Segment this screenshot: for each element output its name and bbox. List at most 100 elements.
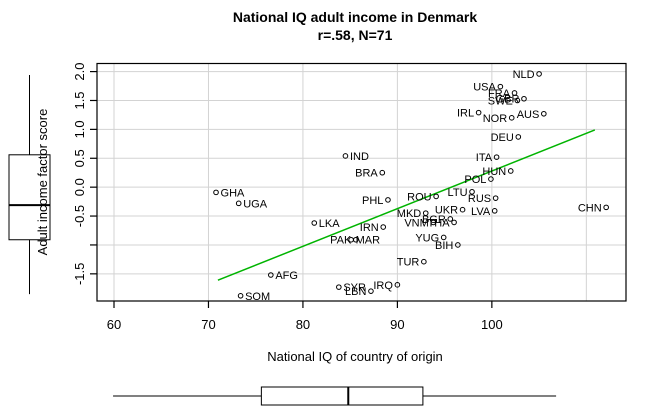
data-point-LKA: LKA — [311, 218, 340, 230]
data-point-BRA: BRA — [355, 168, 386, 180]
data-point-NOR: NOR — [483, 113, 515, 125]
data-point-MKD: MKD — [397, 208, 429, 220]
data-point-SOM: SOM — [237, 291, 270, 303]
data-point-GBR: GBR — [496, 94, 527, 106]
point-marker-AFG — [268, 272, 274, 278]
point-marker-TUR — [421, 258, 427, 265]
data-point-UKR: UKR — [435, 205, 466, 217]
data-point-BIH: BIH — [435, 240, 461, 252]
point-marker-BIH — [455, 242, 461, 248]
x-tick-label: 90 — [390, 317, 404, 332]
point-label-IRQ: IRQ — [373, 280, 393, 292]
x-tick-label: 80 — [296, 317, 310, 332]
point-marker-SYR — [336, 284, 342, 290]
x-boxplot-box — [260, 386, 424, 406]
data-point-CHN: CHN — [578, 202, 609, 214]
y-tick-label: 1.5 — [72, 91, 87, 109]
point-marker-PHL — [385, 197, 391, 203]
point-marker-LBN — [368, 288, 374, 294]
data-point-RUS: RUS — [468, 193, 499, 205]
y-tick-label: 1.0 — [72, 120, 87, 138]
regression-line — [217, 129, 596, 281]
marginal-boxplots-layer — [8, 75, 557, 406]
data-point-ITA: ITA — [476, 152, 500, 164]
y-tick-label: -0.5 — [72, 205, 87, 227]
x-tick-label: 70 — [201, 317, 215, 332]
point-label-MAR: MAR — [356, 235, 381, 247]
y-tick-label: 0.0 — [72, 178, 87, 196]
x-axis-label: National IQ of country of origin — [267, 349, 443, 364]
point-marker-USA — [497, 83, 504, 90]
data-point-HUN: HUN — [482, 166, 514, 178]
data-point-IND: IND — [342, 151, 369, 163]
data-point-ROU: ROU — [407, 191, 439, 203]
data-point-YUG: YUG — [415, 232, 447, 244]
point-label-HUN: HUN — [482, 166, 506, 178]
gridlines-layer — [97, 63, 626, 301]
point-label-UKR: UKR — [435, 205, 458, 217]
data-point-GHA: GHA — [213, 187, 246, 199]
data-point-TUR: TUR — [397, 257, 427, 269]
point-label-RUS: RUS — [468, 193, 491, 205]
axes-layer: 60 70 80 90 100 2.0 1.5 1.0 0.5 0.0 -0.5 -1.5 — [72, 63, 503, 332]
y-axis-label: Adult income factor score — [35, 109, 50, 256]
data-point-AUS: AUS — [517, 109, 547, 121]
data-point-LVA: LVA — [471, 206, 498, 218]
data-point-PHL: PHL — [362, 195, 391, 207]
point-marker-IRN — [380, 224, 387, 230]
point-label-IRL: IRL — [457, 108, 474, 120]
point-label-DEU: DEU — [491, 132, 514, 144]
point-label-THA: THA — [428, 217, 451, 229]
data-point-USA: USA — [473, 82, 504, 94]
data-point-THA: THA — [428, 217, 457, 229]
point-marker-RUS — [492, 195, 499, 201]
data-point-VNM: VNM — [404, 217, 437, 229]
point-label-IND: IND — [350, 151, 369, 163]
point-label-NOR: NOR — [483, 113, 508, 125]
data-point-UGA: UGA — [235, 198, 268, 210]
point-marker-IRQ — [394, 282, 401, 288]
data-point-IRN: IRN — [360, 222, 387, 234]
point-label-AUS: AUS — [517, 109, 540, 121]
data-point-LTU: LTU — [448, 187, 475, 199]
point-marker-IND — [342, 153, 349, 159]
point-marker-SOM — [237, 292, 244, 299]
point-marker-AUS — [541, 110, 547, 117]
x-tick-label: 100 — [481, 317, 503, 332]
point-label-FRA: FRA — [488, 88, 511, 100]
data-point-SYR: SYR — [336, 282, 366, 294]
point-marker-SWE — [514, 97, 521, 104]
point-label-GHA: GHA — [221, 187, 246, 199]
point-marker-BGR — [447, 216, 454, 222]
point-label-PAK: PAK — [330, 235, 352, 247]
point-marker-POL — [488, 176, 494, 182]
point-label-BIH: BIH — [435, 240, 453, 252]
point-label-USA: USA — [473, 82, 496, 94]
point-marker-LKA — [311, 220, 318, 226]
point-marker-GBR — [521, 95, 527, 102]
point-marker-IRL — [475, 109, 482, 116]
point-label-LKA: LKA — [319, 218, 340, 230]
point-marker-NOR — [508, 115, 515, 121]
point-label-SOM: SOM — [245, 291, 270, 303]
point-label-LBN: LBN — [345, 286, 366, 298]
point-label-LTU: LTU — [448, 187, 468, 199]
point-label-POL: POL — [464, 174, 486, 186]
chart-title: National IQ adult income in Denmark — [233, 9, 477, 25]
point-marker-VNM — [430, 219, 437, 226]
point-label-IRN: IRN — [360, 222, 379, 234]
regression-line-layer — [217, 129, 596, 281]
point-label-AFG: AFG — [275, 270, 298, 282]
point-label-ROU: ROU — [407, 191, 432, 203]
data-point-NLD: NLD — [513, 69, 542, 81]
y-tick-label: 0.5 — [72, 149, 87, 167]
point-label-SWE: SWE — [488, 95, 513, 107]
point-marker-DEU — [515, 134, 522, 140]
y-boxplot-box — [8, 154, 51, 241]
chart-subtitle: r=.58, N=71 — [318, 27, 393, 43]
point-label-CHN: CHN — [578, 202, 602, 214]
data-point-AFG: AFG — [268, 270, 298, 282]
point-label-ITA: ITA — [476, 152, 493, 164]
point-marker-CHN — [603, 204, 609, 211]
